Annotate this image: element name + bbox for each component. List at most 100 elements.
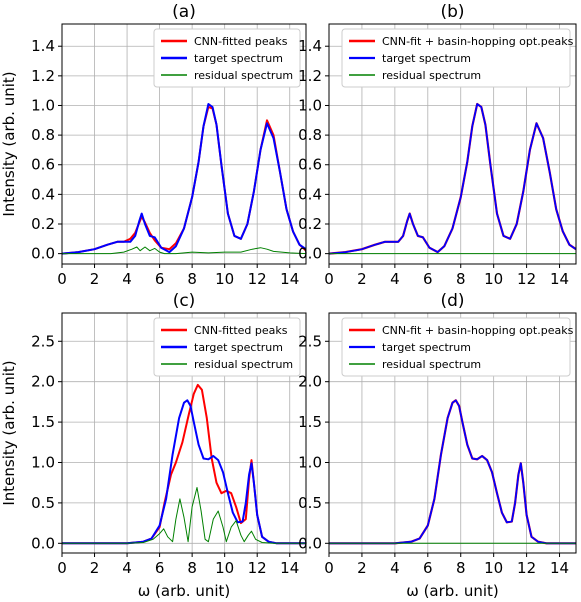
y-tick-label: 0.6 bbox=[31, 156, 55, 174]
y-tick-label: 0.5 bbox=[31, 494, 55, 512]
legend: CNN-fitted peaks target spectrum residual … bbox=[153, 28, 301, 88]
legend: CNN-fitted peaks target spectrum residual … bbox=[153, 317, 301, 377]
legend-label: CNN-fit + basin-hopping opt.peaks bbox=[382, 324, 574, 337]
x-tick-label: 2 bbox=[357, 559, 367, 577]
y-tick-label: 0.2 bbox=[298, 215, 322, 233]
y-tick-label: 1.0 bbox=[31, 96, 55, 114]
legend: CNN-fit + basin-hopping opt.peaks target … bbox=[341, 317, 574, 377]
y-tick-label: 0.0 bbox=[31, 245, 55, 263]
panel-1: 0 2 4 6 8 10 12 14 0.0 0.2 0.4 0.6 0.8 1.0 1.2 1.4 (a) In… bbox=[0, 2, 307, 288]
x-tick-label: 14 bbox=[280, 559, 299, 577]
y-tick-label: 0.4 bbox=[31, 185, 55, 203]
y-axis-label: Intensity (arb. unit) bbox=[0, 71, 18, 216]
x-tick-label: 2 bbox=[90, 559, 100, 577]
panel-title: (d) bbox=[440, 291, 464, 311]
legend: CNN-fit + basin-hopping opt.peaks target … bbox=[341, 28, 574, 88]
x-tick-label: 10 bbox=[484, 270, 503, 288]
y-tick-label: 0.0 bbox=[31, 534, 55, 552]
legend-label: target spectrum bbox=[382, 52, 471, 65]
x-axis-label: ω (arb. unit) bbox=[406, 582, 499, 600]
series-line-2 bbox=[328, 103, 577, 255]
x-tick-label: 12 bbox=[517, 270, 536, 288]
y-tick-label: 2.5 bbox=[298, 332, 322, 350]
x-tick-label: 6 bbox=[155, 270, 165, 288]
x-tick-label: 12 bbox=[517, 559, 536, 577]
y-tick-label: 1.0 bbox=[31, 453, 55, 471]
legend-label: CNN-fit + basin-hopping opt.peaks bbox=[382, 35, 574, 48]
y-tick-label: 0.8 bbox=[31, 126, 55, 144]
y-tick-label: 0.4 bbox=[298, 185, 322, 203]
y-tick-label: 1.4 bbox=[298, 37, 322, 55]
series-line-2 bbox=[61, 103, 307, 255]
legend-label: residual spectrum bbox=[382, 358, 481, 371]
legend-frame bbox=[153, 28, 301, 88]
series-line-3 bbox=[62, 246, 307, 255]
y-tick-label: 0.0 bbox=[298, 534, 322, 552]
legend-label: target spectrum bbox=[194, 52, 283, 65]
x-axis-label: ω (arb. unit) bbox=[138, 582, 231, 600]
x-tick-label: 8 bbox=[456, 270, 466, 288]
series-line-3 bbox=[62, 487, 306, 544]
legend-frame bbox=[153, 317, 301, 377]
plot-frame bbox=[61, 312, 307, 554]
x-tick-label: 8 bbox=[187, 270, 197, 288]
y-tick-label: 0.0 bbox=[298, 245, 322, 263]
panel-4: 0 2 4 6 8 10 12 14 0.0 0.5 1.0 1.5 2.0 2.5 (d) ω (arb. … bbox=[298, 291, 577, 600]
x-tick-label: 14 bbox=[550, 559, 569, 577]
x-tick-label: 8 bbox=[456, 559, 466, 577]
x-tick-label: 12 bbox=[248, 270, 267, 288]
plot-frame bbox=[328, 23, 577, 265]
legend-label: residual spectrum bbox=[194, 69, 293, 82]
y-tick-label: 1.0 bbox=[298, 453, 322, 471]
x-tick-label: 12 bbox=[248, 559, 267, 577]
x-tick-label: 4 bbox=[390, 559, 400, 577]
legend-label: residual spectrum bbox=[194, 358, 293, 371]
x-tick-label: 0 bbox=[324, 559, 334, 577]
x-tick-label: 6 bbox=[155, 559, 165, 577]
y-tick-label: 1.2 bbox=[31, 67, 55, 85]
y-tick-label: 0.8 bbox=[298, 126, 322, 144]
x-tick-label: 10 bbox=[215, 270, 234, 288]
panel-title: (c) bbox=[173, 291, 196, 311]
legend-label: residual spectrum bbox=[382, 69, 481, 82]
x-tick-label: 10 bbox=[215, 559, 234, 577]
y-tick-label: 1.2 bbox=[298, 67, 322, 85]
legend-frame bbox=[341, 28, 571, 88]
x-tick-label: 6 bbox=[423, 270, 433, 288]
y-tick-label: 1.5 bbox=[298, 413, 322, 431]
series-line-1 bbox=[328, 102, 577, 255]
x-tick-label: 8 bbox=[187, 559, 197, 577]
series-line-2 bbox=[329, 399, 576, 545]
y-tick-label: 1.5 bbox=[31, 413, 55, 431]
y-tick-label: 2.0 bbox=[298, 373, 322, 391]
legend-label: CNN-fitted peaks bbox=[194, 324, 288, 337]
y-tick-label: 0.6 bbox=[298, 156, 322, 174]
plot-frame bbox=[328, 312, 577, 554]
x-tick-label: 14 bbox=[280, 270, 299, 288]
y-tick-label: 1.0 bbox=[298, 96, 322, 114]
legend-label: CNN-fitted peaks bbox=[194, 35, 288, 48]
y-axis-label: Intensity (arb. unit) bbox=[0, 360, 18, 505]
legend-label: target spectrum bbox=[194, 341, 283, 354]
x-tick-label: 14 bbox=[550, 270, 569, 288]
x-tick-label: 6 bbox=[423, 559, 433, 577]
legend-label: target spectrum bbox=[382, 341, 471, 354]
x-tick-label: 4 bbox=[390, 270, 400, 288]
x-tick-label: 0 bbox=[57, 559, 67, 577]
y-tick-label: 0.5 bbox=[298, 494, 322, 512]
panel-2: 0 2 4 6 8 10 12 14 0.0 0.2 0.4 0.6 0.8 1.0 1.2 1.4 (b) CN… bbox=[298, 2, 577, 288]
panel-title: (a) bbox=[172, 2, 196, 22]
plot-frame bbox=[61, 23, 307, 265]
x-tick-label: 4 bbox=[122, 270, 132, 288]
legend-frame bbox=[341, 317, 571, 377]
series-line-2 bbox=[62, 399, 306, 545]
x-tick-label: 0 bbox=[57, 270, 67, 288]
y-tick-label: 1.4 bbox=[31, 37, 55, 55]
x-tick-label: 10 bbox=[484, 559, 503, 577]
x-tick-label: 2 bbox=[90, 270, 100, 288]
y-tick-label: 2.0 bbox=[31, 373, 55, 391]
y-tick-label: 2.5 bbox=[31, 332, 55, 350]
panel-3: 0 2 4 6 8 10 12 14 0.0 0.5 1.0 1.5 2.0 2.5 (c) ω (arb. … bbox=[0, 291, 307, 600]
x-tick-label: 2 bbox=[357, 270, 367, 288]
